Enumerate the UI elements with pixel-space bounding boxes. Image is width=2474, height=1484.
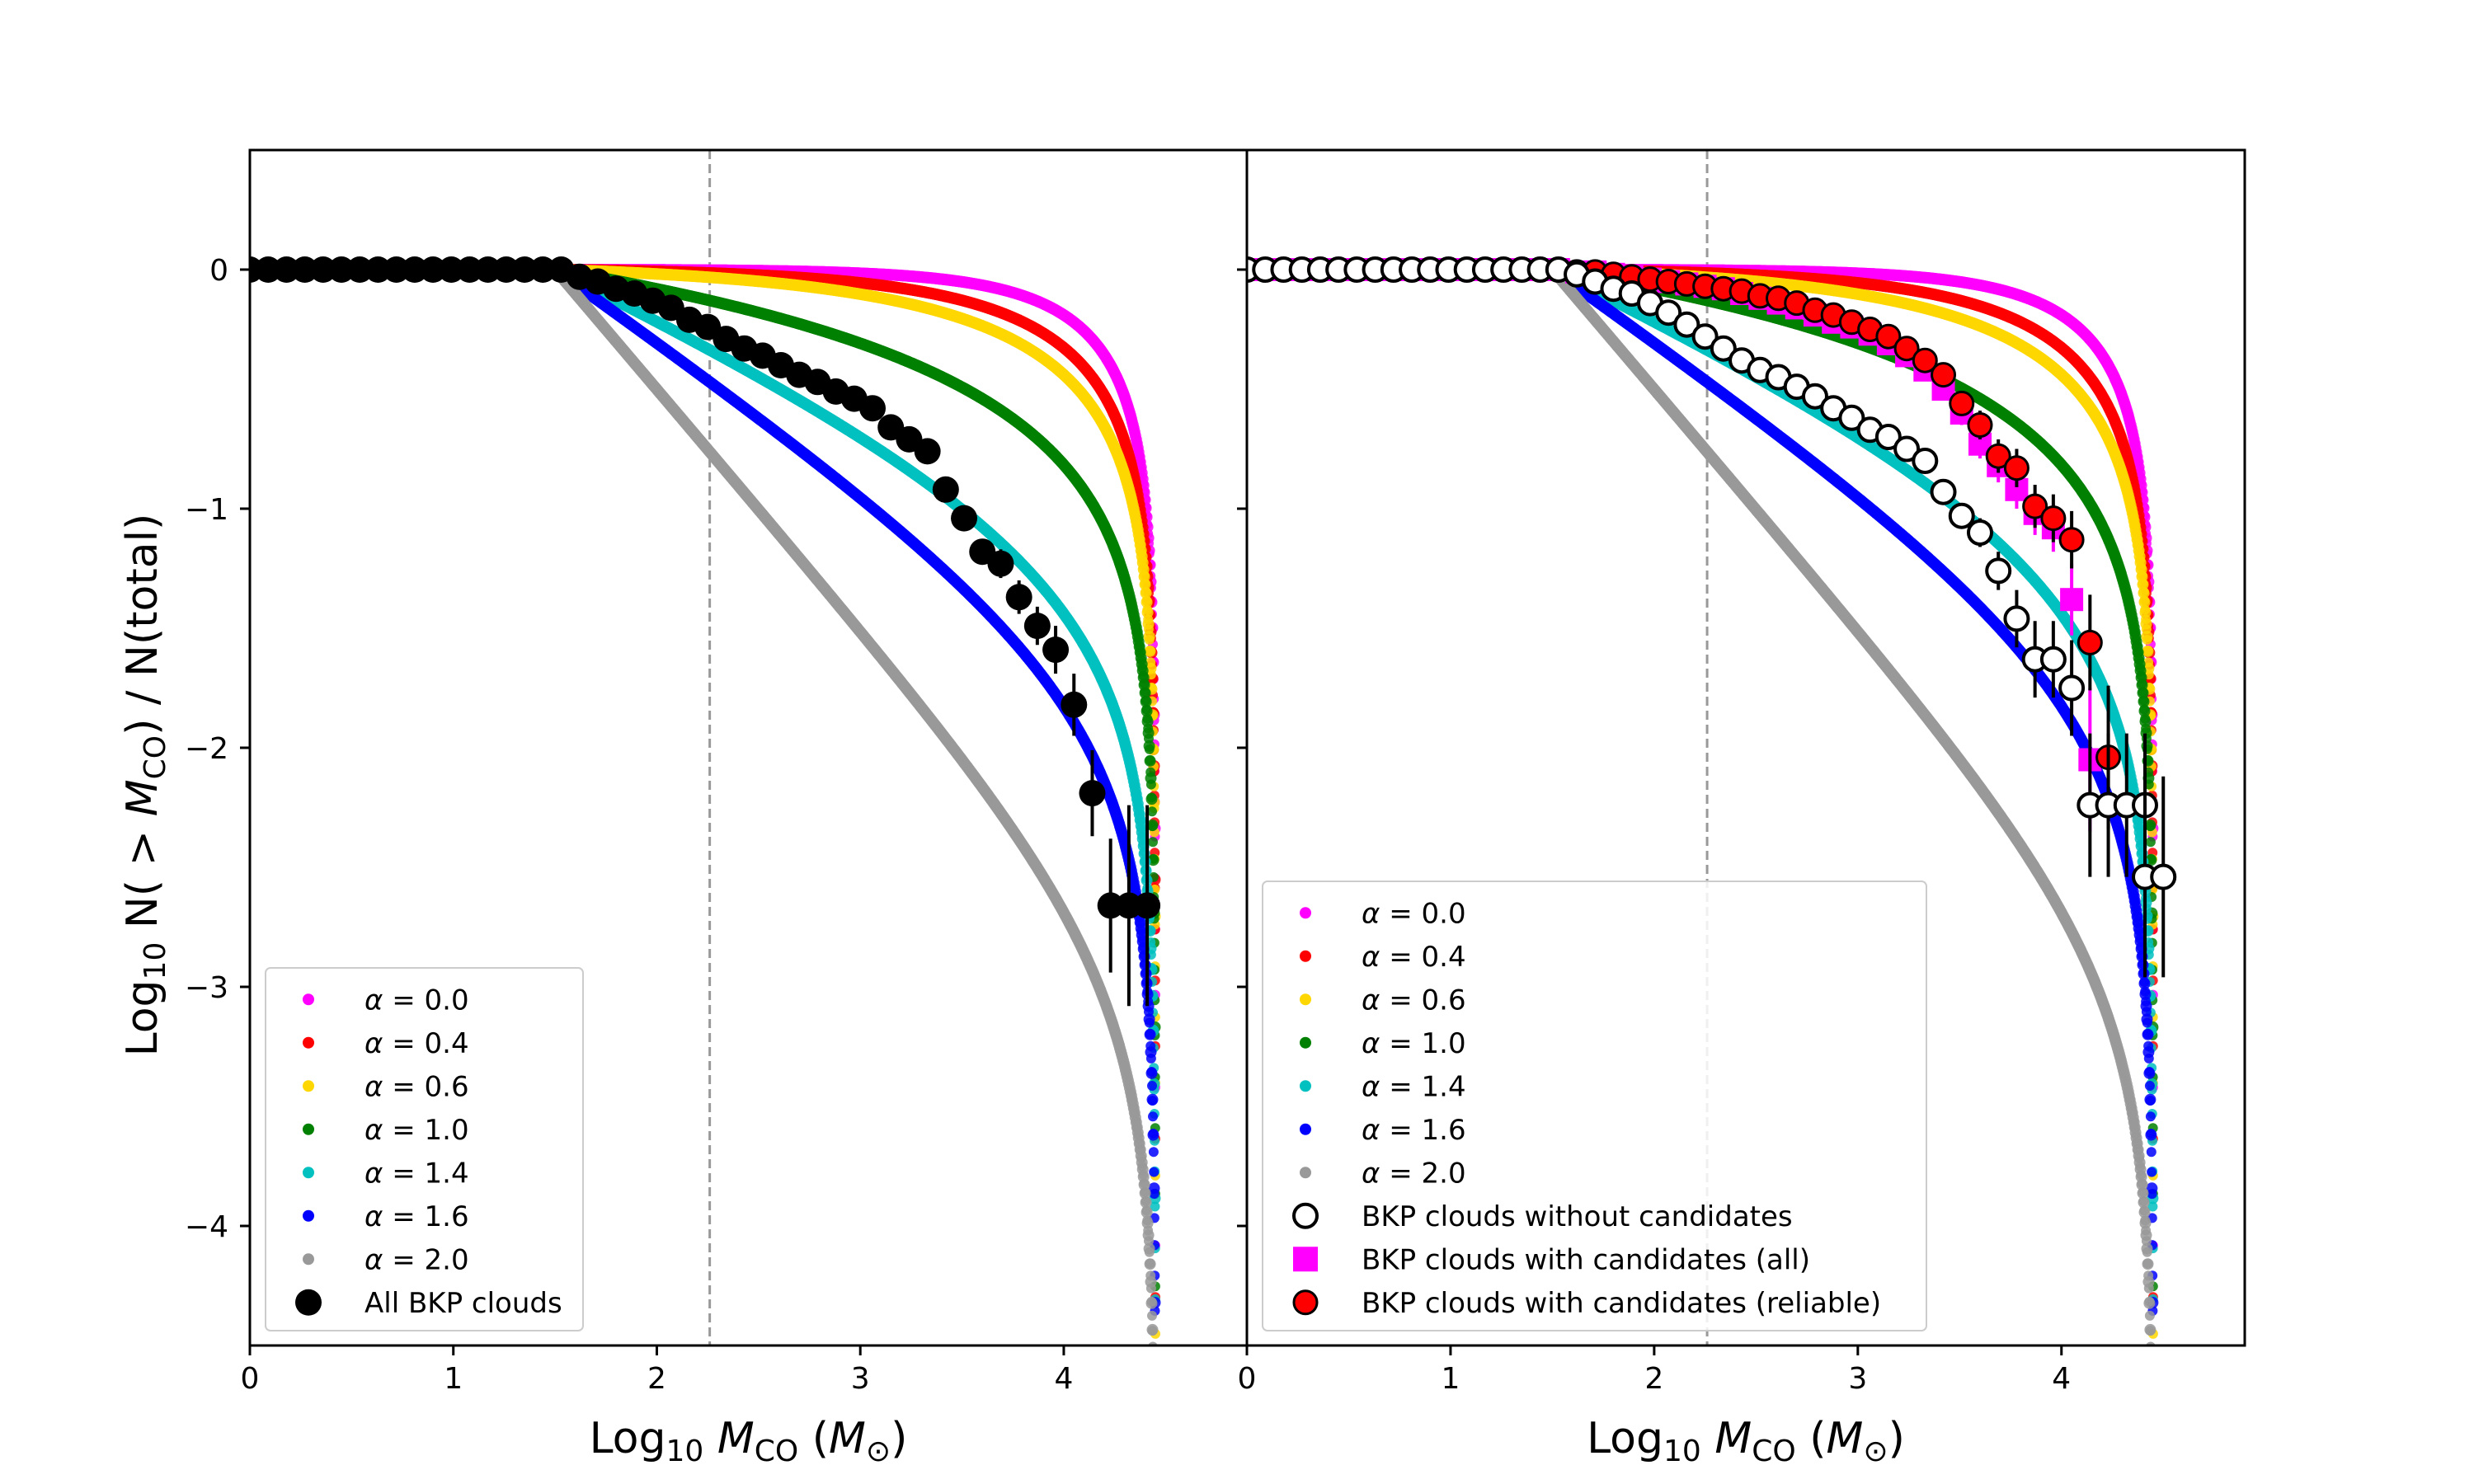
curve-point xyxy=(1141,595,1152,606)
curve-point xyxy=(1144,635,1155,645)
plot-area xyxy=(250,150,1161,1345)
curve-point xyxy=(1143,614,1154,625)
curve-point xyxy=(1126,597,1136,608)
curve-point xyxy=(1141,586,1151,597)
curve-point xyxy=(1126,458,1136,468)
curve-point xyxy=(1145,767,1156,777)
curve-point xyxy=(1143,723,1154,734)
curve-point xyxy=(1145,755,1155,766)
curve-point xyxy=(1126,491,1136,502)
curve-point xyxy=(1141,695,1151,706)
curve-point xyxy=(1144,744,1155,754)
curve-point xyxy=(1140,578,1150,589)
curve-point xyxy=(1144,624,1154,635)
curve-point xyxy=(1144,733,1154,744)
curve-point xyxy=(1145,657,1156,668)
curve-point xyxy=(1139,570,1150,580)
curve-point xyxy=(1148,837,1158,848)
curve-point xyxy=(1147,821,1158,832)
curve-point xyxy=(1145,646,1155,656)
curve-point xyxy=(1137,555,1148,566)
curve-point xyxy=(1142,604,1153,615)
curve-point xyxy=(1145,779,1156,790)
curve-point xyxy=(1146,792,1157,803)
curve-point xyxy=(1141,704,1152,715)
curve-point xyxy=(1142,713,1153,724)
curve-point xyxy=(1126,411,1136,422)
curve-point xyxy=(1138,562,1149,573)
